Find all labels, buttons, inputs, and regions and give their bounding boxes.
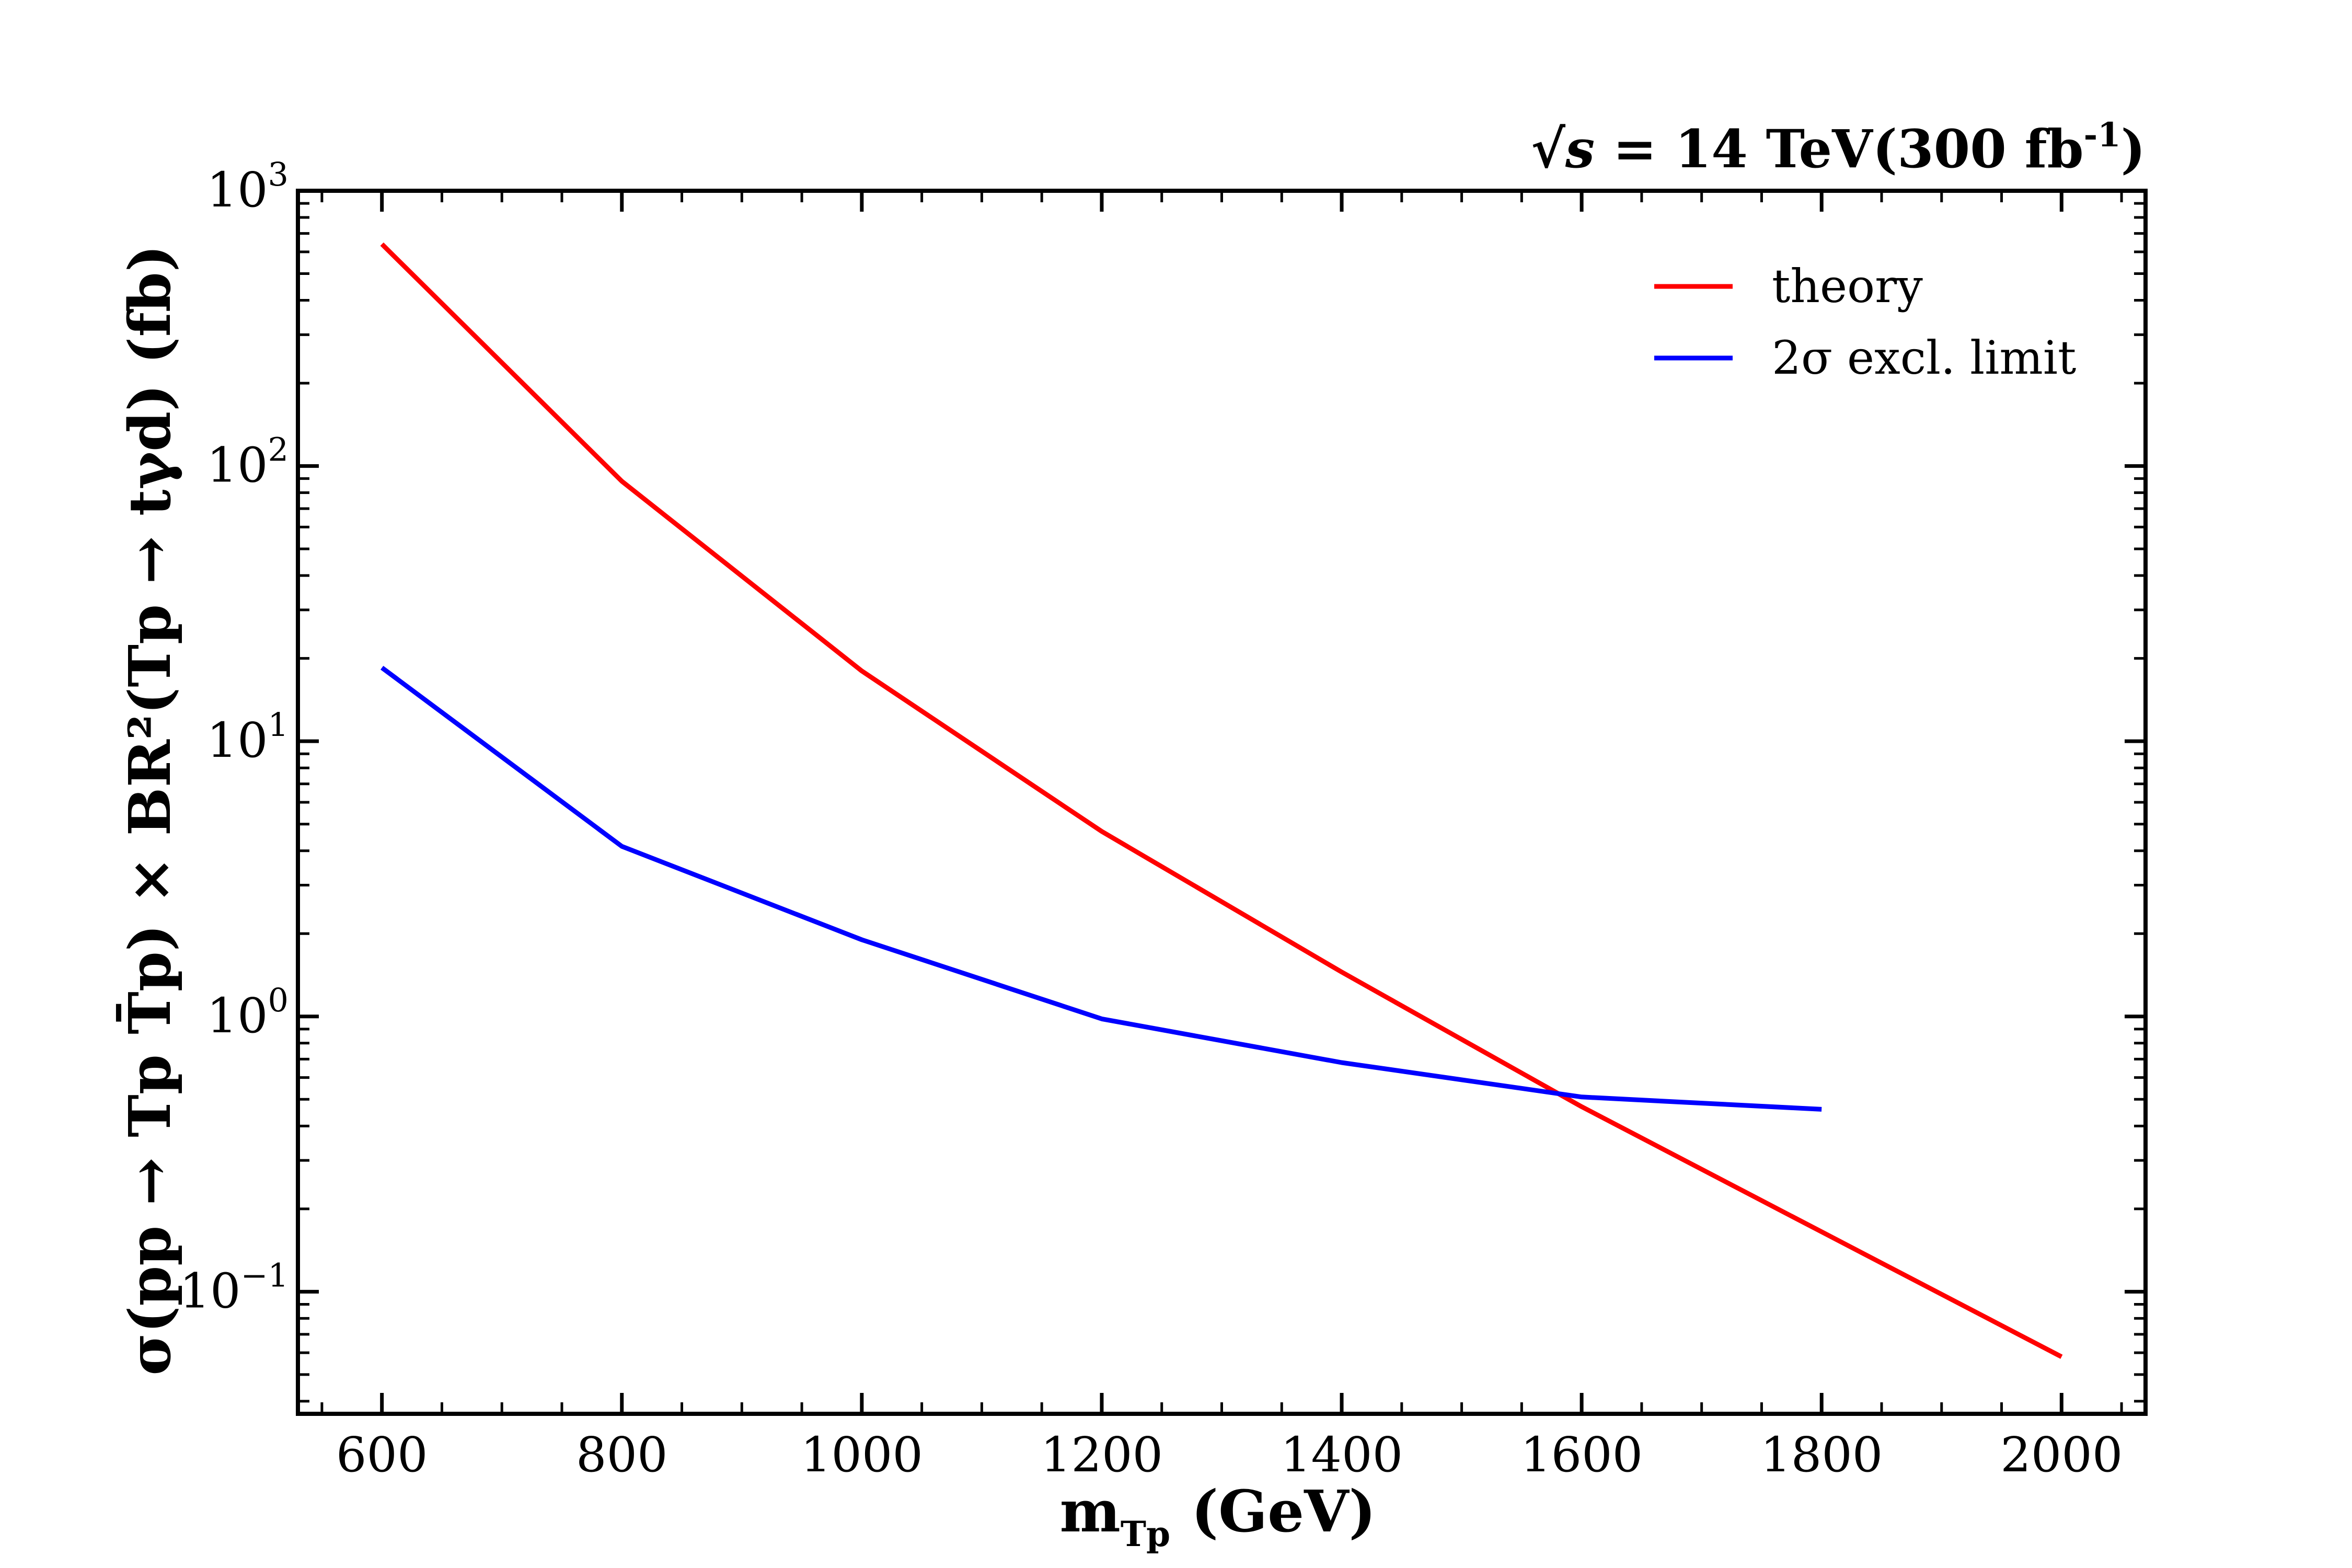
series-line-theory	[380, 242, 2063, 1359]
energy-text: = 14 TeV(300 fb	[1595, 118, 2083, 180]
plot-frame	[296, 189, 2148, 1416]
y-tick-label: 10−1	[180, 1256, 289, 1319]
energy-superscript: -1	[2084, 116, 2121, 155]
x-tick-label: 1600	[1520, 1427, 1643, 1483]
x-tick-label: 1000	[801, 1427, 923, 1483]
y-tick-labels: 10−1 100 101 102 103	[180, 155, 289, 1319]
x-axis-title-sub: Tp	[1121, 1514, 1170, 1554]
x-tick-label: 800	[576, 1427, 668, 1483]
svg-text:√s = 14 TeV(300 fb-1): √s = 14 TeV(300 fb-1)	[1531, 116, 2146, 180]
energy-close: )	[2121, 118, 2146, 180]
x-axis-title-unit: (GeV)	[1191, 1478, 1376, 1545]
y-tick-label: 101	[206, 706, 289, 768]
x-axis-title-m: m	[1059, 1478, 1120, 1545]
x-tick-label: 1800	[1760, 1427, 1883, 1483]
series-line-limit	[381, 665, 1822, 1112]
energy-sqrt-s: √s	[1531, 118, 1595, 180]
x-tick-label: 600	[336, 1427, 428, 1483]
x-axis-title: mTp (GeV)	[1059, 1478, 1376, 1554]
legend: theory 2σ excl. limit	[1654, 259, 2076, 385]
legend-label-theory: theory	[1772, 259, 1923, 313]
x-tick-label: 1400	[1281, 1427, 1403, 1483]
y-tick-label: 103	[206, 155, 289, 218]
x-tick-label: 2000	[2000, 1427, 2123, 1483]
energy-annotation: √s = 14 TeV(300 fb-1)	[1531, 116, 2146, 180]
series-layer	[380, 242, 2063, 1359]
y-tick-label: 102	[206, 431, 289, 493]
legend-label-limit: 2σ excl. limit	[1772, 331, 2076, 385]
x-tick-label: 1200	[1041, 1427, 1163, 1483]
y-tick-label: 100	[206, 981, 289, 1044]
x-tick-labels: 600 800 1000 1200 1400 1600 1800 2000	[336, 1427, 2123, 1483]
y-axis-title: σ(pp → Tp T̄p) × BR²(Tp → tγd) (fb)	[116, 245, 183, 1376]
